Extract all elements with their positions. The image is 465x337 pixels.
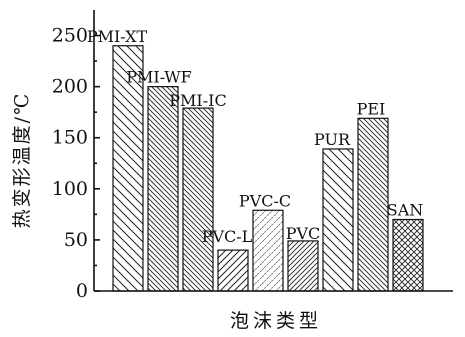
axes-layer: 0 50 100 150 200 250	[52, 10, 453, 302]
bar-pvc-c	[252, 209, 284, 292]
bar-pmi-ic	[182, 107, 214, 292]
y-tick-label: 50	[64, 229, 88, 251]
bar-label-pvc-c: PVC-C	[239, 191, 291, 210]
bar-label-pei: PEI	[357, 99, 386, 118]
bar-label-pur: PUR	[314, 130, 351, 149]
bar-pvc	[287, 240, 319, 292]
bar-pvc-l	[217, 249, 249, 292]
y-tick-label: 0	[76, 280, 88, 302]
bar-label-pmi-wf: PMI-WF	[126, 68, 192, 87]
y-tick-label: 100	[52, 178, 88, 200]
bar-label-pmi-ic: PMI-IC	[169, 91, 226, 110]
bar-label-san: SAN	[387, 200, 424, 219]
bars-layer	[112, 45, 424, 292]
y-axis-title: 热变形温度/℃	[11, 92, 33, 229]
y-tick-label: 150	[52, 127, 88, 149]
y-tick-label: 250	[52, 25, 88, 47]
bar-labels-layer: PMI-XT PMI-WF PMI-IC PVC-L PVC-C PVC PUR PEI SAN	[87, 27, 423, 246]
bar-pmi-xt	[112, 45, 144, 292]
bar-pei	[357, 117, 389, 292]
x-axis-title: 泡沫类型	[230, 310, 322, 332]
bar-pur	[322, 148, 354, 292]
bar-san	[392, 218, 424, 292]
bar-label-pmi-xt: PMI-XT	[87, 27, 148, 46]
bar-pmi-wf	[147, 86, 179, 292]
bar-label-pvc: PVC	[286, 224, 321, 243]
y-tick-label: 200	[52, 76, 88, 98]
bar-label-pvc-l: PVC-L	[202, 227, 253, 246]
